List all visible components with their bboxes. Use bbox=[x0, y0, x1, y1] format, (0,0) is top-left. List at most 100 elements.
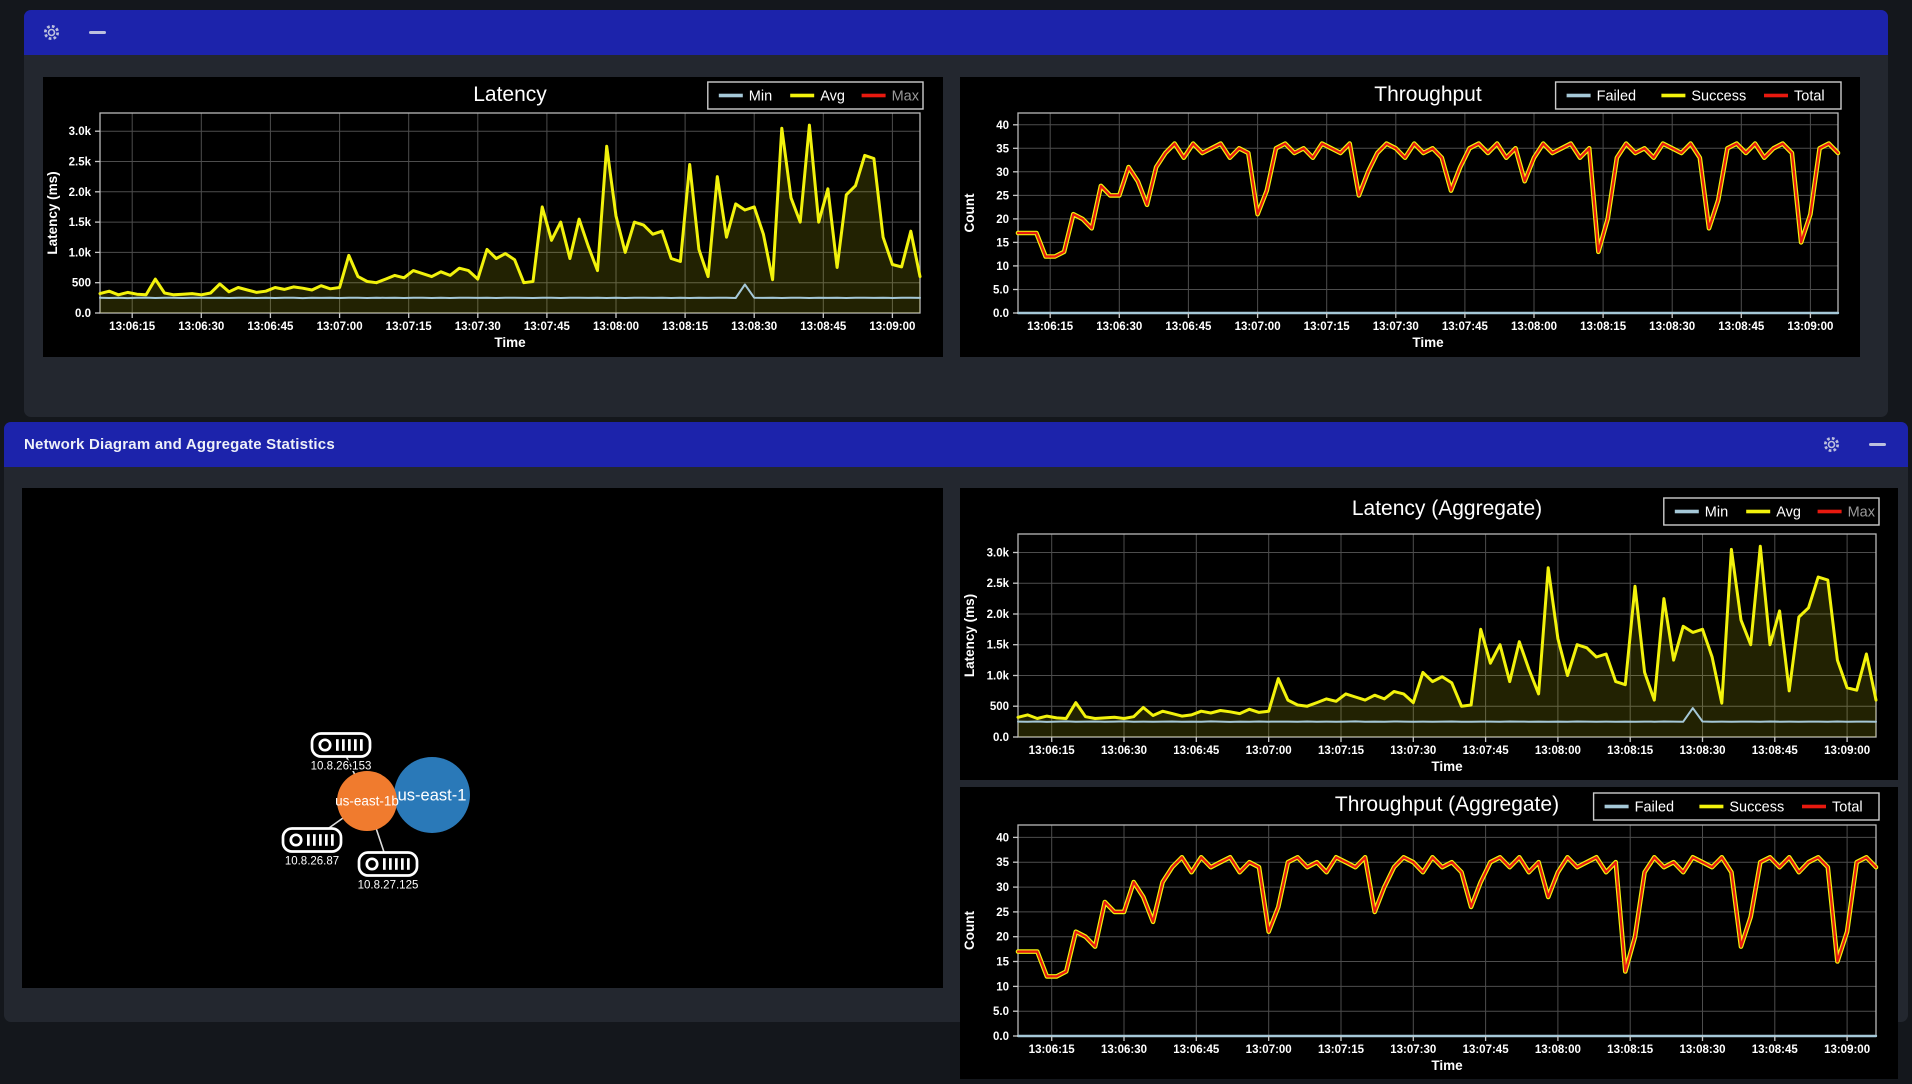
y-tick-label: 15 bbox=[996, 237, 1009, 249]
gear-icon[interactable] bbox=[1820, 434, 1842, 456]
legend-item-success[interactable]: Success bbox=[1699, 800, 1784, 816]
chart-title: Throughput bbox=[1374, 83, 1482, 106]
x-tick-label: 13:08:15 bbox=[662, 321, 709, 333]
x-tick-label: 13:06:30 bbox=[178, 321, 224, 333]
x-tick-label: 13:07:15 bbox=[1304, 321, 1351, 333]
y-tick-label: 35 bbox=[996, 143, 1009, 155]
x-tick-label: 13:06:15 bbox=[1029, 745, 1076, 757]
legend-item-min[interactable]: Min bbox=[718, 89, 772, 105]
network-diagram: us-east-1 us-east-1b 10.8.26.153 10.8.26.87… bbox=[22, 488, 943, 988]
legend-label: Min bbox=[1705, 505, 1728, 521]
y-tick-label: 20 bbox=[996, 932, 1009, 944]
server-icon-slot bbox=[383, 858, 386, 870]
x-tick-label: 13:07:30 bbox=[455, 321, 501, 333]
latency-chart: 13:06:15 13:06:30 13:06:45 13:07:00 13:07:15… bbox=[43, 77, 943, 357]
legend-item-min[interactable]: Min bbox=[1674, 505, 1728, 521]
legend-swatch bbox=[1566, 93, 1591, 98]
legend-item-success[interactable]: Success bbox=[1661, 89, 1746, 105]
throughput-chart: 13:06:15 13:06:30 13:06:45 13:07:00 13:07:15… bbox=[960, 77, 1860, 357]
x-axis-label: Time bbox=[1431, 1058, 1463, 1073]
legend-item-max[interactable]: Max bbox=[1817, 505, 1876, 521]
y-axis-label: Latency (ms) bbox=[45, 171, 60, 254]
node-us-east-1[interactable]: us-east-1 bbox=[394, 757, 470, 833]
legend-swatch bbox=[1674, 509, 1699, 514]
x-tick-label: 13:07:45 bbox=[1442, 321, 1489, 333]
legend-item-avg[interactable]: Avg bbox=[1746, 505, 1801, 521]
server-icon-slot bbox=[331, 834, 334, 846]
chart-legend: Failed Success Total bbox=[1592, 792, 1880, 821]
legend-item-failed[interactable]: Failed bbox=[1566, 89, 1637, 105]
y-tick-label: 2.0k bbox=[69, 187, 92, 199]
legend-label: Max bbox=[1848, 505, 1876, 521]
x-tick-label: 13:07:15 bbox=[1318, 745, 1365, 757]
node-us-east-1b[interactable]: us-east-1b bbox=[335, 771, 399, 831]
x-tick-label: 13:09:00 bbox=[1824, 1044, 1870, 1056]
x-tick-label: 13:07:45 bbox=[1463, 745, 1510, 757]
gear-icon-glyph bbox=[1823, 436, 1839, 453]
y-tick-label: 40 bbox=[996, 832, 1009, 844]
y-tick-label: 35 bbox=[996, 857, 1009, 869]
legend-label: Max bbox=[892, 89, 920, 105]
server-icon-slot bbox=[319, 834, 322, 846]
legend-item-avg[interactable]: Avg bbox=[790, 89, 845, 105]
x-tick-label: 13:08:00 bbox=[593, 321, 639, 333]
y-tick-label: 5.0 bbox=[993, 285, 1009, 297]
node-10.8.26.153[interactable]: 10.8.26.153 bbox=[309, 732, 373, 774]
host-label: 10.8.26.153 bbox=[311, 761, 372, 773]
x-tick-label: 13:07:15 bbox=[386, 321, 433, 333]
availability-zone-label: us-east-1b bbox=[335, 794, 399, 809]
gear-icon[interactable] bbox=[40, 22, 62, 44]
node-10.8.27.125[interactable]: 10.8.27.125 bbox=[356, 851, 420, 893]
x-tick-label: 13:07:45 bbox=[1463, 1044, 1510, 1056]
minimize-icon[interactable] bbox=[86, 22, 108, 44]
minimize-icon[interactable] bbox=[1866, 434, 1888, 456]
legend-label: Success bbox=[1691, 89, 1746, 105]
server-icon-slot bbox=[401, 858, 404, 870]
legend-item-total[interactable]: Total bbox=[1802, 800, 1863, 816]
series-avg-area bbox=[1018, 546, 1876, 737]
host-label: 10.8.27.125 bbox=[358, 880, 419, 892]
minimize-bar bbox=[88, 31, 106, 34]
series-total-line bbox=[1016, 142, 1840, 258]
x-tick-label: 13:08:15 bbox=[1607, 745, 1654, 757]
series-avg-line bbox=[1016, 544, 1878, 720]
y-tick-label: 1.0k bbox=[69, 247, 92, 259]
server-icon-slot bbox=[360, 739, 363, 751]
y-tick-label: 2.5k bbox=[987, 578, 1010, 590]
y-axis-label: Count bbox=[962, 193, 977, 232]
x-tick-label: 13:08:00 bbox=[1535, 745, 1581, 757]
server-icon-slot bbox=[336, 739, 339, 751]
server-icon-slot bbox=[325, 834, 328, 846]
server-icon-ring bbox=[365, 857, 379, 871]
region-label: us-east-1 bbox=[398, 787, 467, 805]
series-total-line bbox=[1016, 856, 1878, 978]
network-panel-title: Network Diagram and Aggregate Statistics bbox=[24, 436, 335, 453]
x-tick-label: 13:06:30 bbox=[1096, 321, 1142, 333]
legend-swatch bbox=[1661, 93, 1686, 98]
server-icon-slot bbox=[342, 739, 345, 751]
x-axis-label: Time bbox=[494, 335, 526, 350]
node-10.8.26.87[interactable]: 10.8.26.87 bbox=[281, 827, 343, 869]
series-min-line bbox=[99, 283, 921, 300]
y-tick-label: 40 bbox=[996, 120, 1009, 132]
x-tick-label: 13:08:30 bbox=[1679, 1044, 1725, 1056]
plot-border bbox=[1017, 533, 1877, 738]
legend-box bbox=[1663, 497, 1880, 526]
y-tick-label: 1.5k bbox=[987, 640, 1010, 652]
network-panel-header: Network Diagram and Aggregate Statistics bbox=[4, 422, 1908, 467]
legend-item-max[interactable]: Max bbox=[861, 89, 920, 105]
x-tick-label: 13:06:45 bbox=[1173, 1044, 1220, 1056]
legend-box bbox=[707, 81, 924, 110]
x-axis-label: Time bbox=[1431, 759, 1463, 774]
legend-item-failed[interactable]: Failed bbox=[1604, 800, 1675, 816]
y-tick-label: 3.0k bbox=[987, 548, 1010, 560]
server-icon-slot bbox=[307, 834, 310, 846]
legend-swatch bbox=[1604, 804, 1629, 809]
availability-zone-circle bbox=[337, 771, 397, 831]
legend-item-total[interactable]: Total bbox=[1764, 89, 1825, 105]
x-tick-label: 13:08:15 bbox=[1607, 1044, 1654, 1056]
top-panel-header bbox=[24, 10, 1888, 55]
y-tick-label: 2.0k bbox=[987, 609, 1010, 621]
y-axis-label: Count bbox=[962, 911, 977, 950]
legend-swatch bbox=[790, 93, 815, 98]
